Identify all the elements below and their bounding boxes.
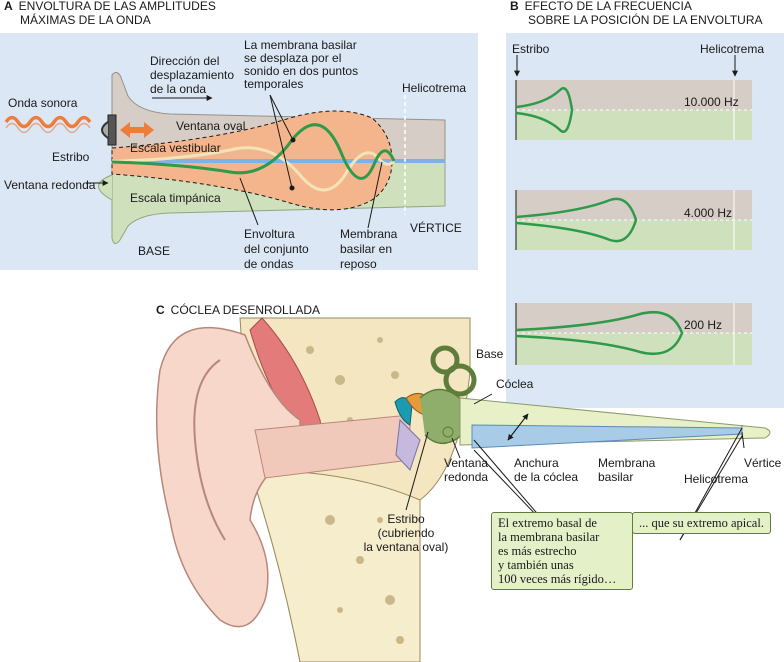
label-helicotrema-c: Helicotrema	[684, 472, 749, 486]
label-ventana-redonda-a: Ventana redonda	[4, 178, 96, 192]
label-anchura-2: de la cóclea	[514, 470, 579, 484]
label-freq-4000: 4.000 Hz	[684, 206, 733, 220]
callout-basal-line: El extremo basal de	[498, 516, 597, 530]
label-estribo-c-3: la ventana oval)	[363, 540, 449, 554]
callout-apical: ... que su extremo apical.	[632, 512, 771, 534]
panel-b-title-line1: EFECTO DE LA FRECUENCIA	[524, 0, 692, 13]
label-helicotrema-b: Helicotrema	[700, 42, 765, 56]
panel-b-letter: B	[510, 0, 519, 13]
panel-a-cochlea	[4, 71, 446, 244]
label-envoltura-2: del conjunto	[244, 242, 309, 256]
label-membrana-reposo-3: reposo	[340, 257, 377, 271]
callout-basal: El extremo basal de la membrana basilar …	[491, 512, 633, 590]
label-membrana-reposo-1: Membrana	[340, 227, 398, 241]
label-freq-200: 200 Hz	[684, 318, 723, 332]
label-helicotrema-a: Helicotrema	[402, 81, 467, 95]
panel-c-heading: C CÓCLEA DESENROLLADA	[156, 304, 320, 317]
plot-4000hz	[515, 190, 752, 250]
label-base-c: Base	[476, 347, 504, 361]
plot-200hz	[515, 303, 752, 365]
label-ventana-oval: Ventana oval	[176, 119, 246, 133]
label-vertice-c: Vértice	[744, 456, 782, 470]
panel-c-ear	[155, 317, 771, 662]
panel-a-title-line2: MÁXIMAS DE LA ONDA	[20, 13, 151, 27]
label-direccion-2: desplazamiento	[150, 68, 235, 82]
label-membrana-note-3: sonido en dos puntos	[244, 64, 359, 78]
callout-basal-line: 100 veces más rígido…	[498, 572, 617, 586]
label-onda-sonora: Onda sonora	[8, 96, 78, 110]
label-escala-vestibular: Escala vestibular	[130, 141, 221, 155]
plot-10000hz	[515, 80, 752, 140]
callout-basal-line: es más estrecho	[498, 544, 577, 558]
label-membrana-reposo-2: basilar en	[340, 242, 393, 256]
callout-basal-line: la membrana basilar	[498, 530, 600, 544]
label-estribo-a: Estribo	[52, 150, 90, 164]
label-estribo-c-1: Estribo	[387, 512, 425, 526]
label-estribo-b: Estribo	[512, 42, 550, 56]
panel-c-letter: C	[156, 303, 165, 317]
label-membrana-note-4: temporales	[244, 77, 304, 91]
label-envoltura-3: de ondas	[244, 257, 294, 271]
label-vertice-a: VÉRTICE	[410, 221, 462, 235]
label-estribo-c-2: (cubriendo	[377, 526, 435, 540]
callout-basal-line: y también unas	[498, 558, 574, 572]
label-membrana-c-1: Membrana	[598, 456, 656, 470]
label-escala-timpanica: Escala timpánica	[130, 191, 221, 205]
panel-a-title-line1: ENVOLTURA DE LAS AMPLITUDES	[18, 0, 216, 13]
label-envoltura-1: Envoltura	[244, 227, 295, 241]
label-direccion-1: Dirección del	[150, 54, 220, 68]
panel-b-plots	[514, 55, 752, 365]
panel-c-title: CÓCLEA DESENROLLADA	[170, 303, 321, 317]
label-freq-10000: 10.000 Hz	[684, 95, 739, 109]
label-membrana-c-2: basilar	[598, 470, 634, 484]
panel-a-heading: A ENVOLTURA DE LAS AMPLITUDES	[4, 0, 216, 13]
label-base-a: BASE	[138, 244, 171, 258]
panel-b-title-line2: SOBRE LA POSICIÓN DE LA ENVOLTURA	[528, 13, 763, 27]
label-membrana-note-1: La membrana basilar	[244, 38, 357, 52]
label-coclea: Cóclea	[496, 377, 534, 391]
label-ventana-redonda-c-1: Ventana	[444, 456, 489, 470]
label-anchura-1: Anchura	[514, 456, 559, 470]
panel-a-letter: A	[4, 0, 13, 13]
label-membrana-note-2: se desplaza por el	[244, 51, 342, 65]
label-direccion-3: de la onda	[150, 82, 207, 96]
panel-b-heading: B EFECTO DE LA FRECUENCIA	[510, 0, 692, 13]
label-ventana-redonda-c-2: redonda	[444, 470, 489, 484]
